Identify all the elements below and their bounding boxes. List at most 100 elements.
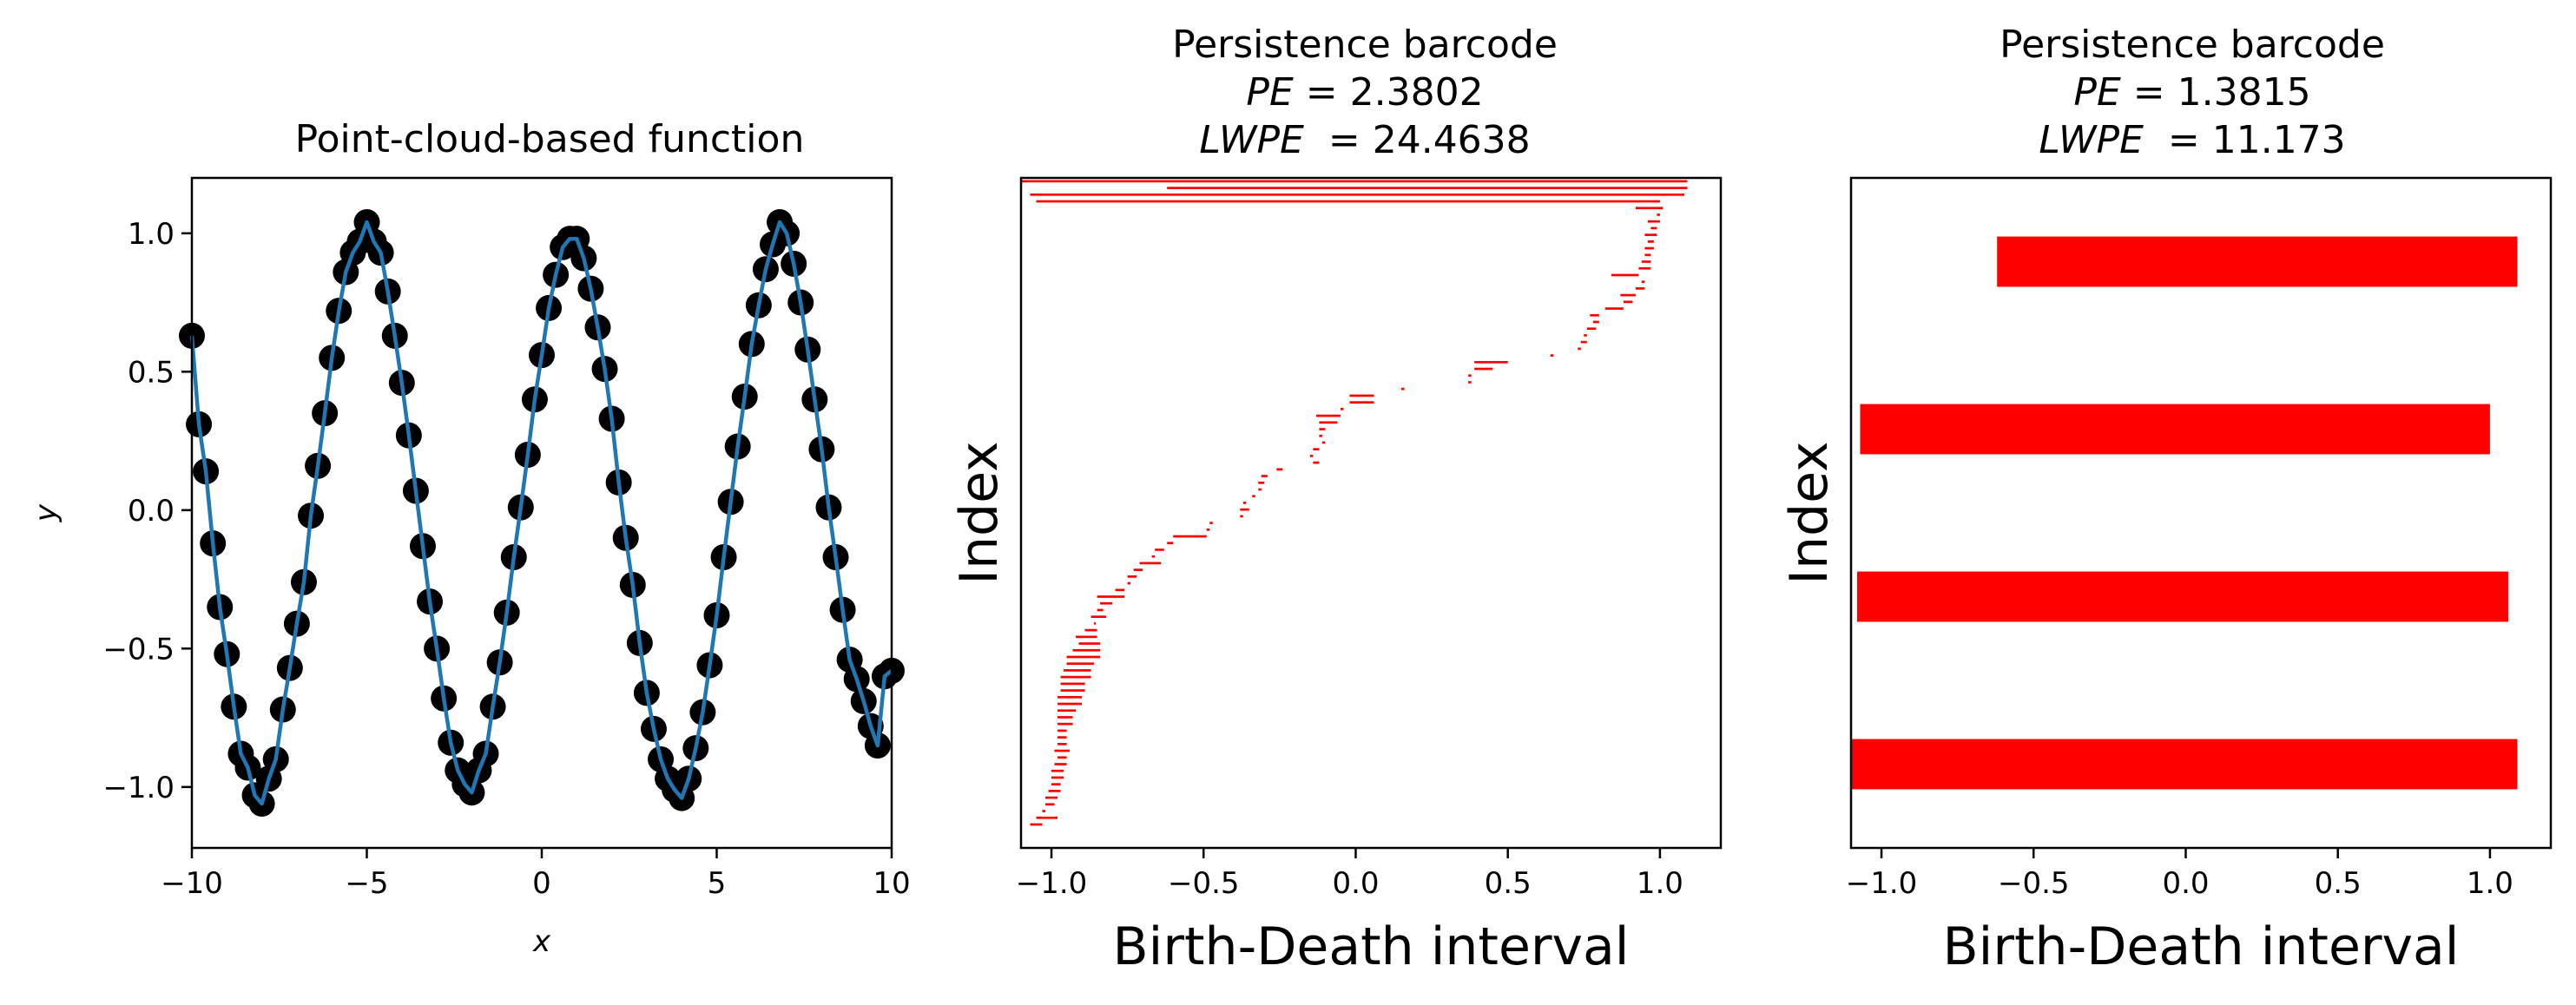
persistence-bar bbox=[1151, 555, 1156, 558]
persistence-bar bbox=[1468, 374, 1472, 378]
panel2-pe-symbol: PE bbox=[1246, 70, 1294, 115]
panel2-x-tick-label: −0.5 bbox=[1168, 866, 1240, 901]
persistence-bar bbox=[1657, 213, 1660, 216]
panel2-x-tick-label: 1.0 bbox=[1637, 866, 1683, 901]
persistence-bar bbox=[1401, 387, 1405, 391]
panel3-x-tick-label: −1.0 bbox=[1846, 866, 1918, 901]
panel3-bars bbox=[1851, 236, 2518, 790]
panel3-x-tick-label: 0.5 bbox=[2315, 866, 2362, 901]
persistence-bar bbox=[1276, 468, 1283, 471]
persistence-bar bbox=[1206, 528, 1210, 531]
panel2-frame bbox=[1019, 176, 1723, 850]
persistence-bar bbox=[1468, 381, 1472, 384]
persistence-bar bbox=[1635, 287, 1645, 290]
persistence-bar bbox=[1644, 233, 1657, 236]
panel1-y-label: y bbox=[29, 503, 63, 522]
function-line bbox=[189, 220, 893, 806]
panel3-x-tick-label: 1.0 bbox=[2467, 866, 2513, 901]
panel3-x-tick-label: −0.5 bbox=[1998, 866, 2070, 901]
persistence-bar bbox=[1261, 475, 1268, 477]
panel2-lwpe-line: LWPE = 24.4638 bbox=[1199, 118, 1530, 162]
persistence-bar bbox=[1650, 227, 1657, 230]
persistence-bar bbox=[1313, 448, 1320, 451]
panel2-x-tick-label: 0.5 bbox=[1485, 866, 1532, 901]
persistence-bar bbox=[1620, 293, 1636, 297]
persistence-bar bbox=[1066, 655, 1101, 659]
panel1-frame bbox=[190, 176, 893, 850]
persistence-bar bbox=[1644, 246, 1654, 250]
persistence-bar bbox=[1857, 571, 2508, 622]
panel2-lwpe-symbol: LWPE bbox=[1199, 118, 1304, 162]
panel3-lwpe-value: = 11.173 bbox=[2144, 118, 2346, 162]
persistence-bar bbox=[1623, 300, 1633, 304]
persistence-bar bbox=[1094, 622, 1097, 625]
panel3-lwpe-symbol: LWPE bbox=[2039, 118, 2144, 162]
persistence-bar bbox=[1048, 790, 1061, 792]
persistence-bar bbox=[1133, 568, 1143, 571]
panel3-pe-symbol: PE bbox=[2073, 70, 2121, 115]
panel2-lwpe-value: = 24.4638 bbox=[1304, 118, 1531, 162]
persistence-bar bbox=[1321, 441, 1326, 444]
persistence-bar bbox=[1127, 581, 1131, 585]
persistence-bar bbox=[1057, 742, 1067, 746]
persistence-bar bbox=[1139, 562, 1162, 565]
persistence-bar bbox=[1097, 595, 1125, 598]
persistence-bar bbox=[1997, 236, 2518, 287]
persistence-bar bbox=[1635, 207, 1664, 210]
persistence-bar bbox=[1644, 253, 1651, 257]
panel2-bars bbox=[1021, 180, 1688, 826]
panel1-y-axis: −1.0 −0.5 0.0 0.5 1.0 bbox=[102, 217, 192, 805]
persistence-bar bbox=[1647, 240, 1654, 243]
panel1-x-tick-label: 10 bbox=[873, 866, 910, 901]
persistence-bar bbox=[1090, 615, 1107, 619]
persistence-bar bbox=[1127, 575, 1137, 578]
persistence-bar bbox=[1584, 334, 1587, 337]
persistence-bar bbox=[1641, 260, 1651, 263]
persistence-bar bbox=[1084, 628, 1097, 632]
persistence-bar bbox=[1042, 810, 1046, 812]
panel3-lwpe-line: LWPE = 11.173 bbox=[2039, 118, 2345, 162]
persistence-bar bbox=[1057, 736, 1067, 739]
persistence-bar bbox=[1051, 783, 1061, 786]
persistence-bar bbox=[1167, 542, 1174, 545]
persistence-bar bbox=[1611, 273, 1639, 277]
panel1-y-tick-label: 0.5 bbox=[128, 355, 175, 390]
persistence-bar bbox=[1315, 414, 1341, 417]
panel1-x-label: x bbox=[532, 924, 551, 959]
persistence-bar bbox=[1057, 702, 1083, 706]
panel2-title: Persistence barcode bbox=[1172, 23, 1558, 67]
panel-barcode-1: Persistence barcode PE = 2.3802 LWPE = 2… bbox=[949, 23, 1723, 977]
persistence-bar bbox=[1155, 548, 1164, 551]
persistence-bar bbox=[1647, 220, 1660, 223]
persistence-bar bbox=[1051, 769, 1064, 772]
panel-point-cloud: Point-cloud-based function −10 −5 0 5 10 −1.… bbox=[29, 117, 911, 959]
persistence-bar bbox=[1309, 455, 1314, 457]
panel2-x-axis: −1.0 −0.5 0.0 0.5 1.0 bbox=[1016, 848, 1683, 901]
panel2-x-tick-label: 0.0 bbox=[1332, 866, 1379, 901]
persistence-bar bbox=[1604, 307, 1624, 310]
persistence-bar bbox=[1638, 266, 1651, 270]
panel1-y-tick-label: −0.5 bbox=[102, 632, 175, 667]
persistence-bar bbox=[1242, 502, 1247, 504]
persistence-bar bbox=[1586, 327, 1597, 331]
panel1-plot-area bbox=[179, 209, 905, 817]
persistence-bar bbox=[1258, 488, 1262, 491]
panel3-x-label: Birth-Death interval bbox=[1943, 916, 2460, 977]
panel1-x-tick-label: −5 bbox=[345, 866, 388, 901]
persistence-bar bbox=[1240, 508, 1249, 511]
persistence-bar bbox=[1474, 360, 1508, 364]
persistence-bar bbox=[1057, 716, 1073, 719]
panel-barcode-2: Persistence barcode PE = 1.3815 LWPE = 1… bbox=[1779, 23, 2553, 977]
persistence-bar bbox=[1030, 823, 1043, 826]
persistence-bar bbox=[1057, 729, 1067, 732]
persistence-bar bbox=[1051, 776, 1064, 779]
persistence-bar bbox=[1097, 608, 1104, 612]
persistence-bar bbox=[1036, 200, 1660, 203]
persistence-bar bbox=[1060, 682, 1085, 686]
persistence-bar bbox=[1550, 354, 1554, 357]
panel1-x-tick-label: 5 bbox=[708, 866, 727, 901]
persistence-bar bbox=[1240, 515, 1243, 518]
persistence-bar bbox=[1313, 461, 1320, 464]
persistence-bar bbox=[1319, 434, 1322, 437]
